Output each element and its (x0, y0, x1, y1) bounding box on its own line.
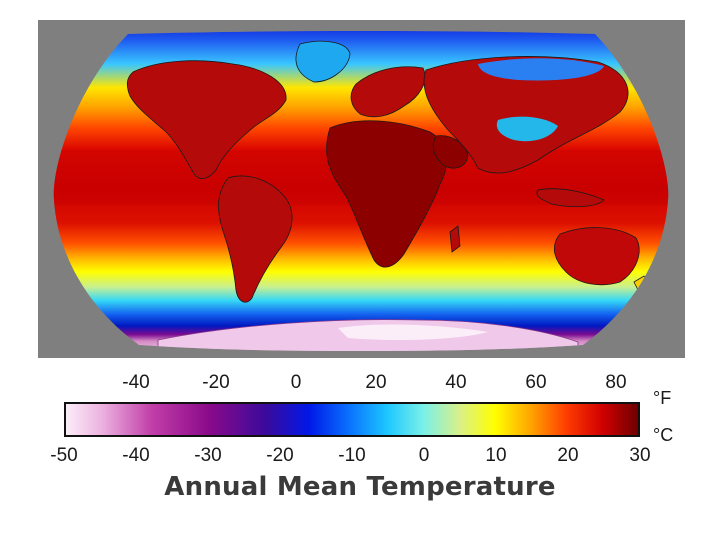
africa-land (326, 120, 447, 268)
fahrenheit-tick-label: -40 (122, 372, 150, 393)
fahrenheit-tick-label: -20 (202, 372, 230, 393)
celsius-tick-label: -10 (338, 445, 366, 466)
celsius-tick-label: -40 (122, 445, 150, 466)
celsius-tick-label: -50 (50, 445, 78, 466)
temperature-colorbar (64, 402, 640, 437)
madagascar-land (449, 225, 461, 253)
map-title: Annual Mean Temperature (164, 472, 556, 502)
arabia-land (432, 135, 469, 169)
europe-land (350, 66, 426, 118)
fahrenheit-tick-label: 60 (525, 372, 547, 393)
celsius-tick-label: -20 (266, 445, 294, 466)
tibet-cold-region (496, 116, 558, 142)
map-panel (38, 20, 685, 358)
fahrenheit-tick-label: 20 (365, 372, 387, 393)
asia-land (423, 56, 629, 174)
fahrenheit-tick-label: 40 (445, 372, 467, 393)
celsius-unit-label: °C (653, 425, 674, 445)
south-america-land (218, 175, 293, 303)
fahrenheit-tick-label: 80 (605, 372, 627, 393)
fahrenheit-tick-label: 0 (290, 372, 302, 393)
celsius-tick-label: -30 (194, 445, 222, 466)
celsius-tick-label: 30 (629, 445, 651, 466)
north-america-land (126, 60, 287, 179)
australia-land (553, 227, 640, 286)
celsius-tick-label: 20 (557, 445, 579, 466)
celsius-tick-label: 0 (418, 445, 430, 466)
fahrenheit-unit-label: °F (653, 388, 672, 408)
siberia-cold-region (478, 58, 604, 81)
greenland-land (295, 40, 351, 83)
celsius-tick-label: 10 (485, 445, 507, 466)
world-temperature-map (53, 31, 669, 351)
indonesia-land (536, 188, 605, 208)
